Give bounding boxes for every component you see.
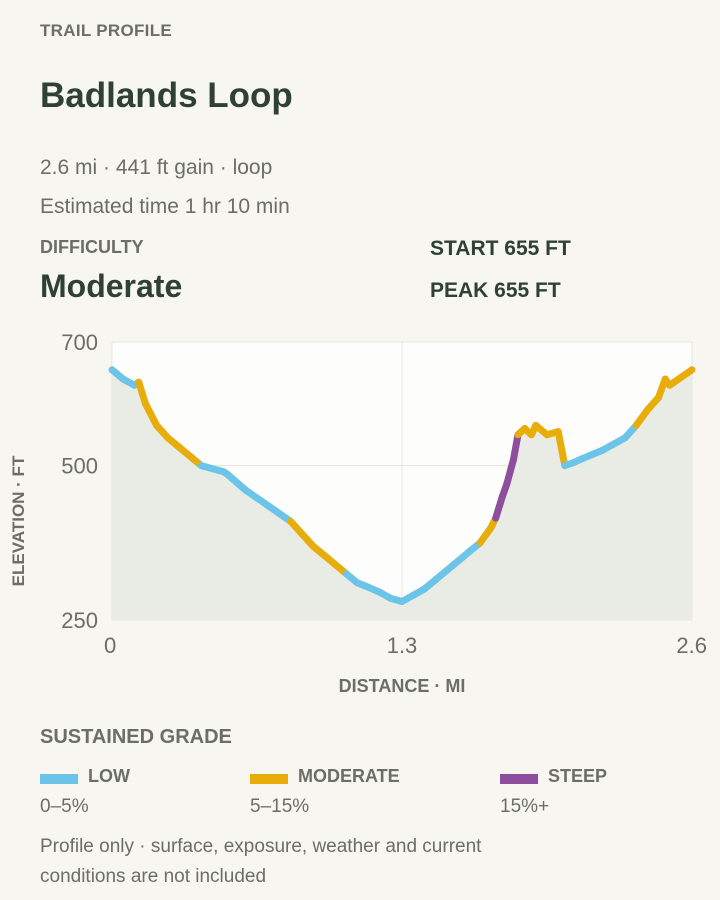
y-axis-label: ELEVATION · FT	[9, 455, 28, 586]
x-tick-label: 0	[104, 633, 116, 658]
profile-segment-low	[577, 446, 607, 463]
profile-segment-low	[224, 471, 250, 494]
profile-segment-moderate	[666, 366, 696, 389]
profile-segment-steep	[492, 492, 506, 522]
legend-item-name: LOW	[88, 766, 130, 786]
steep-swatch	[500, 774, 538, 784]
trail-title: Badlands Loop	[40, 76, 293, 115]
elevation-area	[112, 369, 692, 620]
y-tick-label: 250	[61, 608, 98, 633]
legend-item-name: MODERATE	[298, 766, 400, 786]
difficulty-label: DIFFICULTY	[40, 237, 144, 257]
legend-item-name: STEEP	[548, 766, 608, 786]
legend-title: SUSTAINED GRADE	[40, 726, 232, 748]
profile-segment-moderate	[142, 400, 161, 429]
x-axis-ticks: 0 1.3 2.6	[104, 633, 707, 658]
profile-line	[108, 366, 696, 605]
legend-item-range: 0–5%	[40, 796, 89, 817]
profile-segment-low	[197, 462, 227, 476]
profile-segment-steep	[503, 455, 517, 488]
profile-segment-low	[242, 486, 272, 510]
x-axis-label: DISTANCE · MI	[339, 676, 466, 696]
start-elevation: START 655 FT	[430, 237, 571, 260]
moderate-swatch	[250, 774, 288, 784]
legend-item-range: 15%+	[500, 796, 550, 817]
peak-elevation: PEAK 655 FT	[430, 279, 561, 302]
elevation-chart: 700 500 250 0 1.3 2.6 DISTANCE · MI ELEVATIO…	[9, 330, 707, 696]
trail-summary: 2.6 mi · 441 ft gain · loop	[40, 156, 273, 179]
legend-item-range: 5–15%	[250, 796, 310, 817]
profile-segment-low	[599, 434, 629, 454]
estimated-time: Estimated time 1 hr 10 min	[40, 195, 290, 218]
y-tick-label: 700	[61, 330, 98, 355]
y-axis-ticks: 700 500 250	[61, 330, 98, 633]
x-tick-label: 1.3	[387, 633, 418, 658]
profile-segment-moderate	[554, 428, 569, 470]
profile-segment-low	[264, 502, 294, 525]
low-swatch	[40, 774, 78, 784]
profile-segment-moderate	[135, 378, 149, 408]
section-kicker: TRAIL PROFILE	[40, 21, 173, 40]
footnote: Profile only · surface, exposure, weathe…	[40, 836, 482, 887]
y-tick-label: 500	[61, 454, 98, 479]
profile-segment-steep	[510, 431, 522, 463]
difficulty-value: Moderate	[40, 268, 183, 304]
x-tick-label: 2.6	[676, 633, 707, 658]
